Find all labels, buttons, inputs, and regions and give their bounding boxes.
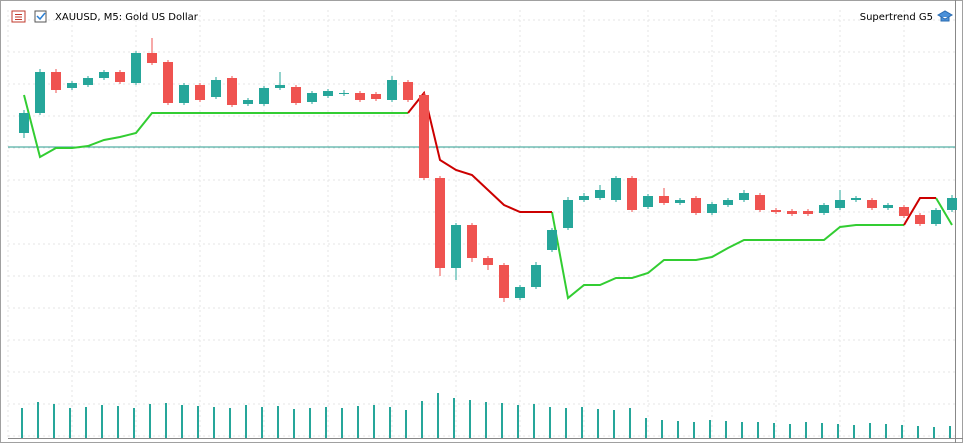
- grid: [7, 10, 955, 438]
- candle-body: [883, 205, 893, 208]
- candle-body: [451, 225, 461, 268]
- candle-body: [915, 215, 925, 224]
- candle-body: [67, 83, 77, 88]
- candle-body: [243, 100, 253, 104]
- supertrend-line: [23, 94, 953, 300]
- candle-body: [483, 258, 493, 265]
- candle-body: [355, 93, 365, 100]
- candle-body: [947, 198, 957, 210]
- candle-body: [755, 195, 765, 210]
- candle-body: [323, 91, 333, 96]
- supertrend-line: [407, 90, 936, 226]
- candle-body: [371, 94, 381, 99]
- candle-body: [435, 178, 445, 268]
- candle-body: [339, 93, 349, 94]
- candle-body: [531, 265, 541, 287]
- candle-body: [499, 265, 509, 298]
- candle-body: [627, 178, 637, 210]
- candle-body: [739, 193, 749, 200]
- candle-body: [227, 78, 237, 105]
- candle-body: [35, 72, 45, 113]
- candle-body: [931, 210, 941, 224]
- candle-body: [291, 87, 301, 103]
- candle-body: [515, 287, 525, 298]
- candle-body: [147, 53, 157, 63]
- candle-body: [803, 211, 813, 214]
- candle-body: [579, 196, 589, 200]
- icon-check-mark: [36, 12, 46, 21]
- candle-body: [275, 85, 285, 88]
- candle-body: [99, 72, 109, 78]
- candle-body: [691, 198, 701, 213]
- candle-body: [115, 72, 125, 82]
- candle-body: [611, 178, 621, 200]
- candle-body: [787, 211, 797, 214]
- candle-body: [851, 198, 861, 200]
- candle-body: [707, 204, 717, 213]
- candle-body: [819, 205, 829, 213]
- candle-body: [723, 200, 733, 205]
- candle-body: [195, 85, 205, 100]
- candle-body: [259, 88, 269, 104]
- candle-body: [131, 53, 141, 83]
- candle-body: [307, 93, 317, 102]
- candle-body: [211, 80, 221, 97]
- candle-body: [659, 196, 669, 203]
- indicator-label: Supertrend G5: [860, 12, 933, 23]
- candle-body: [643, 196, 653, 207]
- candle-body: [403, 82, 413, 100]
- candle-body: [675, 200, 685, 203]
- chart-title: XAUUSD, M5: Gold US Dollar: [55, 12, 199, 23]
- candle-body: [595, 190, 605, 198]
- candle-body: [179, 85, 189, 103]
- candle-body: [771, 210, 781, 212]
- candle-body: [563, 200, 573, 228]
- icon-check[interactable]: [34, 10, 47, 23]
- candle-body: [51, 72, 61, 90]
- candle-body: [899, 207, 909, 216]
- candle-body: [83, 78, 93, 85]
- candle-body: [467, 225, 477, 258]
- candle-body: [835, 200, 845, 208]
- candle-body: [387, 80, 397, 100]
- candle-body: [867, 200, 877, 208]
- candle-body: [547, 230, 557, 250]
- menu-icon[interactable]: [11, 10, 47, 23]
- candle-body: [163, 62, 173, 103]
- indicator-icon[interactable]: [936, 10, 954, 22]
- candle-body: [19, 113, 29, 133]
- candle-body: [419, 95, 429, 178]
